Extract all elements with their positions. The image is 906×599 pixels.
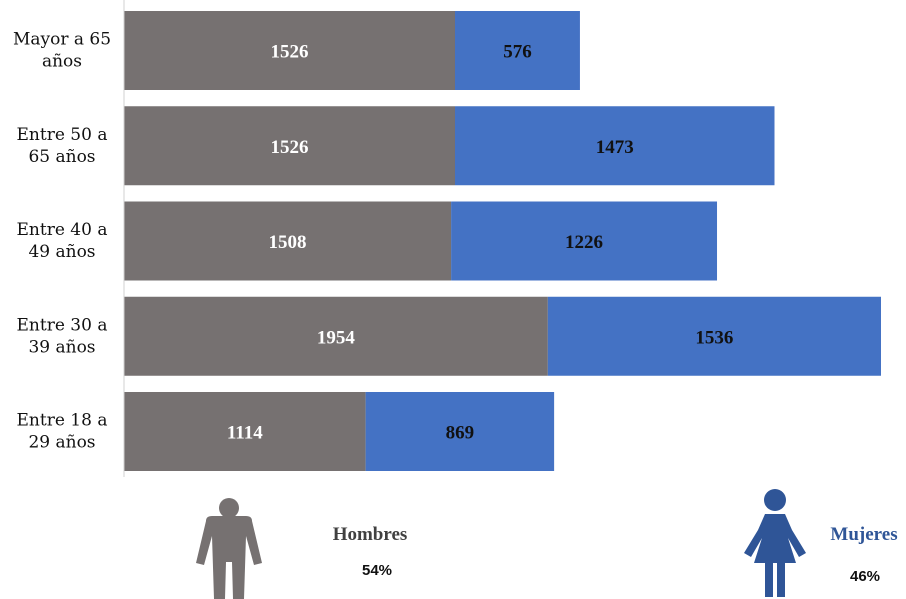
bar-hombres <box>124 106 455 186</box>
category-label: Mayor a 65 años <box>13 30 111 72</box>
legend-hombres-percent: 54% <box>362 562 392 579</box>
category-label: Entre 30 a 39 años <box>17 315 108 357</box>
bars-layer: Mayor a 65 años 1526 576 Entre 50 a 65 años 15… <box>13 11 881 471</box>
data-label-mujeres: 1226 <box>565 232 603 253</box>
legend-mujeres-label: Mujeres <box>830 524 897 545</box>
man-icon <box>196 498 262 599</box>
woman-icon <box>744 489 806 597</box>
category-label: Entre 50 a 65 años <box>17 125 108 167</box>
data-label-mujeres: 1536 <box>695 327 733 348</box>
legend-mujeres-percent: 46% <box>850 568 880 585</box>
legend-hombres-label: Hombres <box>333 524 408 545</box>
category-label: Entre 40 a 49 años <box>17 220 108 262</box>
bar-mujeres <box>365 392 555 471</box>
data-label-hombres: 1526 <box>270 42 308 63</box>
bar-hombres <box>124 296 548 376</box>
bar-hombres <box>124 11 455 90</box>
bar-mujeres <box>451 201 718 281</box>
data-label-mujeres: 869 <box>446 423 475 444</box>
data-label-mujeres: 576 <box>503 42 532 63</box>
data-label-hombres: 1954 <box>317 327 356 348</box>
bar-mujeres <box>547 296 881 376</box>
bar-hombres <box>124 392 366 471</box>
bar-hombres <box>124 201 452 281</box>
legend-mujeres: Mujeres 46% <box>744 489 898 597</box>
category-label: Entre 18 a 29 años <box>17 411 108 453</box>
data-label-hombres: 1114 <box>227 423 263 444</box>
bar-mujeres <box>454 106 775 186</box>
data-label-hombres: 1526 <box>270 137 308 158</box>
legend-hombres: Hombres 54% <box>196 498 407 599</box>
data-label-mujeres: 1473 <box>596 137 634 158</box>
data-label-hombres: 1508 <box>269 232 307 253</box>
bar-mujeres <box>454 11 580 90</box>
